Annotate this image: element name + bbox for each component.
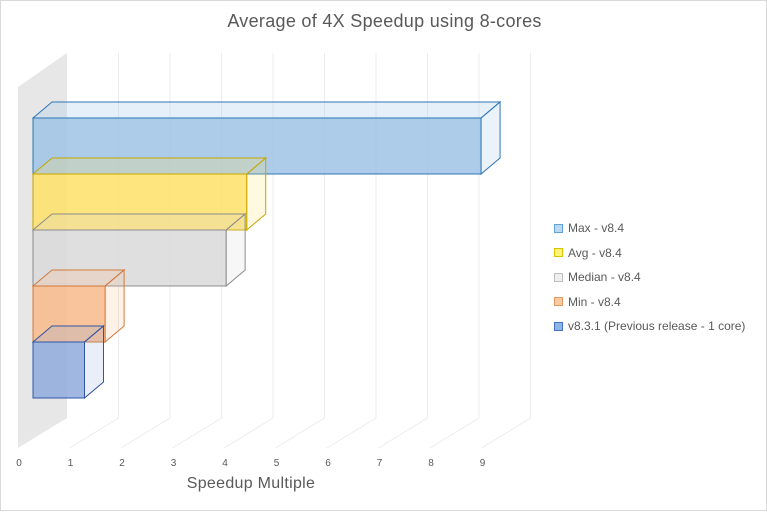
x-tick-label: 8	[428, 458, 434, 469]
gridline-floor	[120, 417, 171, 449]
x-tick-labels: 0 1 2 3 4 5 6 7 8 9	[16, 458, 486, 469]
bar-top-face	[31, 157, 268, 175]
legend-label: Avg - v8.4	[568, 245, 622, 260]
legend-swatch	[554, 248, 563, 258]
bar-min-v8-4	[31, 268, 126, 344]
legend-label: Median - v8.4	[568, 270, 641, 285]
gridline-floor	[69, 417, 119, 449]
gridline-floor	[223, 417, 274, 449]
bar-max-v8-4	[31, 100, 502, 176]
bar-front-face	[32, 285, 106, 343]
legend-item: Avg - v8.4	[554, 241, 745, 266]
bar-top-face	[31, 101, 502, 119]
legend-item: Min - v8.4	[554, 290, 745, 315]
gridlines	[69, 53, 531, 449]
legend: Max - v8.4 Avg - v8.4 Median - v8.4 Min - v…	[554, 216, 745, 339]
legend-item: Median - v8.4	[554, 265, 745, 290]
x-tick-label: 3	[171, 458, 177, 469]
bar-avg-v8-4	[31, 156, 268, 232]
x-tick-label: 7	[377, 458, 383, 469]
x-tick-label: 5	[274, 458, 280, 469]
legend-swatch	[554, 321, 563, 331]
gridline-floor	[172, 417, 222, 449]
legend-swatch	[554, 223, 563, 233]
bars	[31, 100, 502, 400]
legend-item: Max - v8.4	[554, 216, 745, 241]
x-tick-label: 6	[325, 458, 331, 469]
gridline-floor	[326, 417, 377, 449]
x-tick-label: 0	[16, 458, 22, 469]
legend-item: v8.3.1 (Previous release - 1 core)	[554, 314, 745, 339]
legend-label: Max - v8.4	[568, 221, 625, 236]
bar-top-face	[31, 213, 247, 231]
x-tick-label: 4	[222, 458, 228, 469]
bar-front-face	[32, 341, 85, 399]
bar-front-face	[32, 117, 482, 175]
bar-median-v8-4	[31, 212, 247, 288]
bar-front-face	[32, 173, 248, 231]
legend-swatch	[554, 297, 563, 307]
legend-label: v8.3.1 (Previous release - 1 core)	[568, 319, 746, 334]
gridline-floor	[429, 417, 480, 449]
legend-label: Min - v8.4	[568, 294, 621, 309]
gridline-floor	[481, 417, 531, 449]
gridline-floor	[275, 417, 325, 449]
x-tick-label: 9	[480, 458, 486, 469]
x-tick-label: 1	[68, 458, 74, 469]
legend-swatch	[554, 272, 563, 282]
bar-v8-3-1-previous-release-1-core-	[31, 324, 105, 400]
x-tick-label: 2	[119, 458, 125, 469]
gridline-floor	[378, 417, 428, 449]
bar-front-face	[32, 229, 227, 287]
x-axis-label: Speedup Multiple	[186, 475, 316, 492]
chart-title: Average of 4X Speedup using 8-cores	[227, 11, 542, 31]
